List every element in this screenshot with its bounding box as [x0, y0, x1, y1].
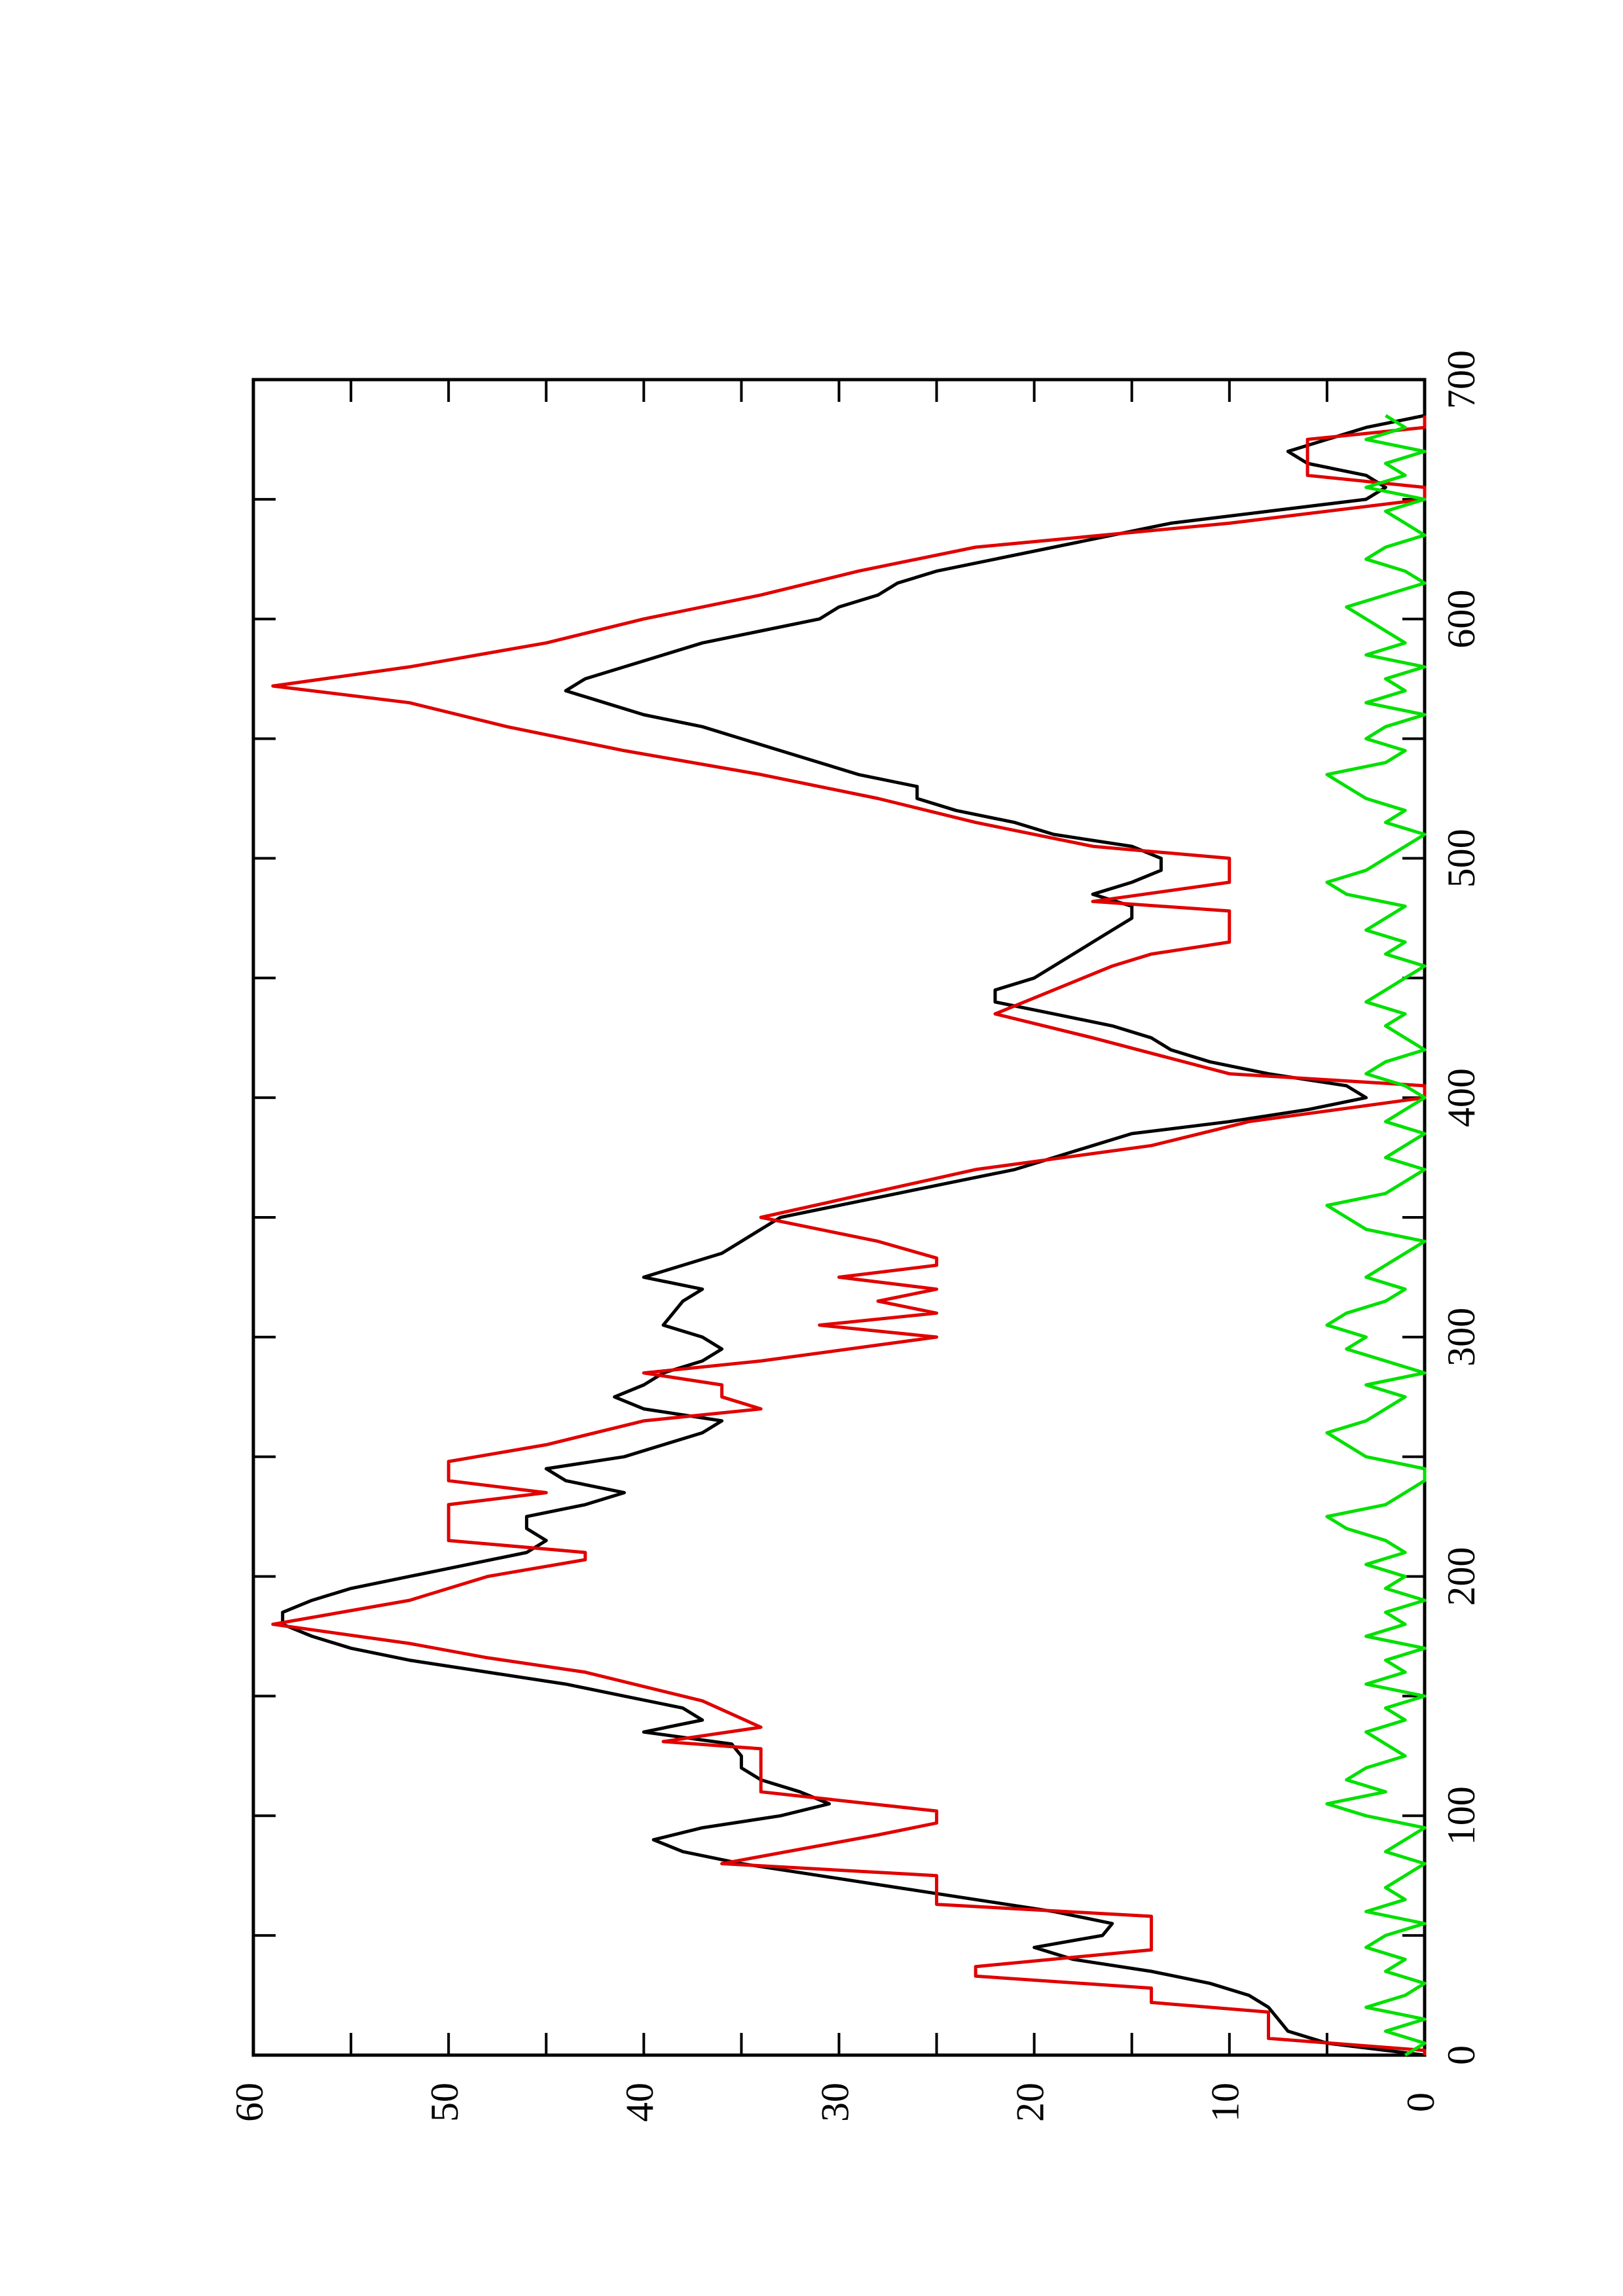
y-tick-label: 20	[1008, 2083, 1051, 2122]
x-tick-label: 300	[1440, 1308, 1483, 1367]
data-line	[271, 415, 1427, 2055]
x-tick-label: 200	[1440, 1547, 1483, 1606]
x-tick-label: 500	[1440, 829, 1483, 888]
y-tick-label: 50	[423, 2083, 466, 2122]
y-tick-label: 30	[813, 2083, 856, 2122]
y-tick-label: 0	[1399, 2092, 1442, 2112]
data-line	[1325, 414, 1427, 2057]
y-tick-label: 10	[1204, 2083, 1247, 2122]
plot-frame	[251, 378, 1427, 2057]
x-tick-label: 100	[1440, 1786, 1483, 1845]
data-line	[281, 414, 1425, 2057]
y-tick-label: 40	[618, 2083, 661, 2122]
x-tick-label: 400	[1440, 1068, 1483, 1127]
x-tick-label: 0	[1440, 2045, 1483, 2065]
y-tick-label: 60	[228, 2083, 271, 2122]
x-tick-label: 600	[1440, 590, 1483, 649]
x-tick-label: 700	[1440, 350, 1483, 409]
